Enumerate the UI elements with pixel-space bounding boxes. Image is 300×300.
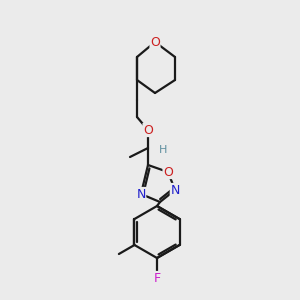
Text: O: O [163, 166, 173, 178]
Text: F: F [153, 272, 161, 284]
Text: O: O [150, 35, 160, 49]
Text: H: H [159, 145, 167, 155]
Text: O: O [143, 124, 153, 136]
Text: N: N [170, 184, 180, 196]
Text: N: N [136, 188, 146, 200]
